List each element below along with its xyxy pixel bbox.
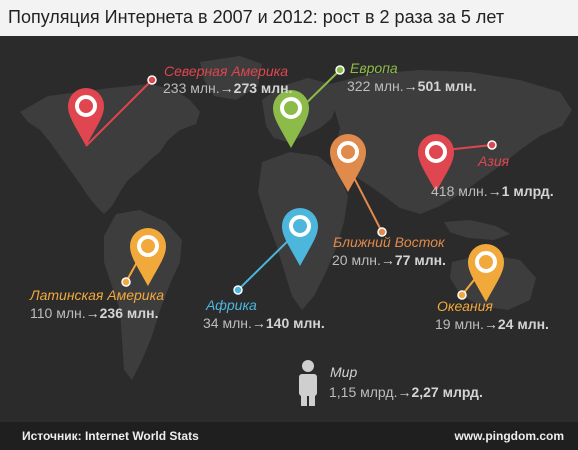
continent-asia xyxy=(330,70,572,214)
region-name-north-america: Северная Америка xyxy=(164,63,289,79)
map-pin-icon xyxy=(282,208,318,266)
source-url: www.pingdom.com xyxy=(454,429,564,443)
region-stat-north-america: 233 млн.→273 млн. xyxy=(163,80,293,96)
header-bar: Популяция Интернета в 2007 и 2012: рост … xyxy=(0,0,578,36)
page-title: Популяция Интернета в 2007 и 2012: рост … xyxy=(8,7,505,27)
map-pins xyxy=(68,88,504,302)
region-stat-europe: 322 млн.→501 млн. xyxy=(347,78,477,94)
region-name-middle-east: Ближний Восток xyxy=(333,234,445,250)
source-note: Источник: Internet World Stats xyxy=(22,429,199,443)
map-pin-icon xyxy=(130,228,166,286)
world-map xyxy=(20,56,572,406)
region-name-oceania: Океания xyxy=(437,298,493,314)
connector-north-america xyxy=(85,79,153,147)
map-pin-icon xyxy=(68,88,104,146)
region-stat-middle-east: 20 млн.→77 млн. xyxy=(332,252,446,268)
map-pin-icon xyxy=(330,134,366,192)
region-stat-africa: 34 млн.→140 млн. xyxy=(203,315,325,331)
footer-bar: Источник: Internet World Stats www.pingd… xyxy=(0,422,578,450)
region-stat-latin-america: 110 млн.→236 млн. xyxy=(30,305,159,321)
map-pin-icon xyxy=(273,90,309,148)
region-stat-oceania: 19 млн.→24 млн. xyxy=(435,316,549,332)
region-stat-world: 1,15 млрд.→2,27 млрд. xyxy=(329,384,483,400)
map-pin-icon xyxy=(418,134,454,192)
region-name-asia: Азия xyxy=(478,153,510,169)
map-pin-icon xyxy=(468,244,504,302)
region-name-africa: Африка xyxy=(206,297,257,313)
person-icon xyxy=(299,360,317,406)
region-name-world: Мир xyxy=(330,364,358,380)
region-name-europe: Европа xyxy=(350,60,398,76)
continent-greenland xyxy=(200,56,262,100)
region-name-latin-america: Латинская Америка xyxy=(30,287,164,303)
connector-dots xyxy=(121,65,497,300)
region-stat-asia: 418 млн.→1 млрд. xyxy=(431,183,554,199)
continent-north-america xyxy=(20,84,200,214)
continent-indonesia xyxy=(444,220,510,240)
